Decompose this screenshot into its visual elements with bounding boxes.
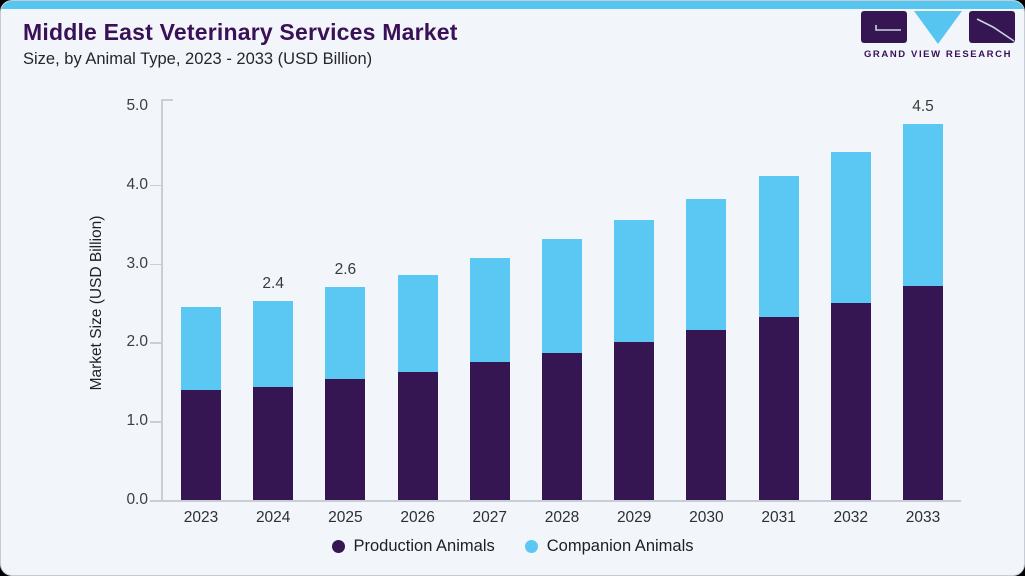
- bar-segment-production-2026: [397, 372, 438, 500]
- logo-shapes: [858, 11, 1018, 44]
- bar-segment-companion-2025: [325, 287, 366, 379]
- bar-segment-companion-2032: [830, 151, 871, 303]
- grand-view-research-logo: GRAND VIEW RESEARCH: [858, 11, 1018, 60]
- bar-value-label-2025: 2.6: [334, 261, 357, 279]
- y-tick-label: 2.0: [126, 333, 148, 351]
- bar-segment-production-2027: [469, 362, 510, 500]
- bar-value-label-2024: 2.4: [262, 275, 284, 293]
- logo-text: GRAND VIEW RESEARCH: [863, 49, 1013, 60]
- legend-swatch-production-animals: [331, 540, 345, 553]
- page-subtitle: Size, by Animal Type, 2023 - 2033 (USD B…: [23, 50, 373, 68]
- bar-segment-companion-2030: [686, 198, 727, 330]
- x-tick-label-2031: 2031: [761, 509, 796, 526]
- logo-r-icon: [969, 11, 1015, 43]
- x-tick-label-2032: 2032: [833, 509, 869, 526]
- bar-segment-production-2029: [614, 342, 655, 500]
- page-title: Middle East Veterinary Services Market: [23, 19, 458, 45]
- y-tick-mark: [150, 342, 162, 344]
- top-accent-bar: [1, 1, 1024, 9]
- x-tick-label-2025: 2025: [328, 509, 363, 526]
- logo-v-icon: [914, 11, 962, 44]
- bar-segment-production-2031: [758, 317, 799, 500]
- x-tick-label-2028: 2028: [544, 509, 580, 526]
- y-axis-top-cap: [161, 99, 173, 101]
- bar-segment-companion-2033: [903, 124, 943, 287]
- y-tick-mark: [150, 184, 162, 187]
- x-tick-label-2026: 2026: [400, 509, 435, 526]
- y-tick-label: 3.0: [126, 254, 148, 272]
- bar-segment-companion-2023: [181, 306, 221, 390]
- legend-label-companion-animals: Companion Animals: [546, 537, 694, 555]
- y-tick-label: 5.0: [126, 97, 148, 114]
- bar-segment-production-2033: [903, 286, 943, 500]
- bar-segment-companion-2029: [614, 220, 655, 343]
- x-tick-label-2027: 2027: [472, 509, 508, 526]
- logo-g-icon: [861, 11, 907, 43]
- chart-legend: Production Animals Companion Animals: [1, 537, 1024, 556]
- y-tick-label: 4.0: [126, 175, 148, 193]
- legend-item-companion-animals: Companion Animals: [524, 537, 694, 556]
- bar-segment-companion-2027: [469, 258, 510, 363]
- x-tick-label-2023: 2023: [183, 509, 219, 526]
- bar-segment-production-2028: [542, 352, 582, 500]
- bar-value-label-2033: 4.5: [912, 98, 934, 116]
- y-axis-title: Market Size (USD Billion): [88, 215, 105, 391]
- legend-swatch-companion-animals: [524, 540, 538, 553]
- legend-item-production-animals: Production Animals: [331, 537, 495, 556]
- bar-segment-production-2024: [253, 387, 294, 500]
- x-tick-label-2030: 2030: [689, 509, 724, 526]
- y-tick-label: 1.0: [126, 412, 148, 430]
- y-tick-mark: [150, 421, 162, 423]
- bar-segment-companion-2028: [542, 239, 582, 353]
- x-axis-line: [150, 500, 961, 502]
- header: Middle East Veterinary Services Market S…: [23, 19, 1002, 69]
- x-tick-label-2033: 2033: [905, 509, 941, 526]
- bar-segment-companion-2024: [253, 301, 294, 388]
- y-axis-line: [161, 100, 163, 500]
- bar-segment-production-2023: [181, 389, 221, 500]
- y-tick-label: 0.0: [126, 491, 148, 508]
- legend-label-production-animals: Production Animals: [353, 537, 495, 555]
- x-tick-label-2024: 2024: [255, 509, 291, 526]
- bar-segment-production-2032: [830, 303, 871, 500]
- bar-segment-companion-2031: [758, 176, 799, 318]
- x-tick-label-2029: 2029: [616, 509, 652, 526]
- bar-segment-production-2030: [686, 329, 727, 500]
- bar-segment-companion-2026: [397, 274, 438, 373]
- y-tick-mark: [150, 263, 162, 266]
- bar-segment-production-2025: [325, 378, 366, 500]
